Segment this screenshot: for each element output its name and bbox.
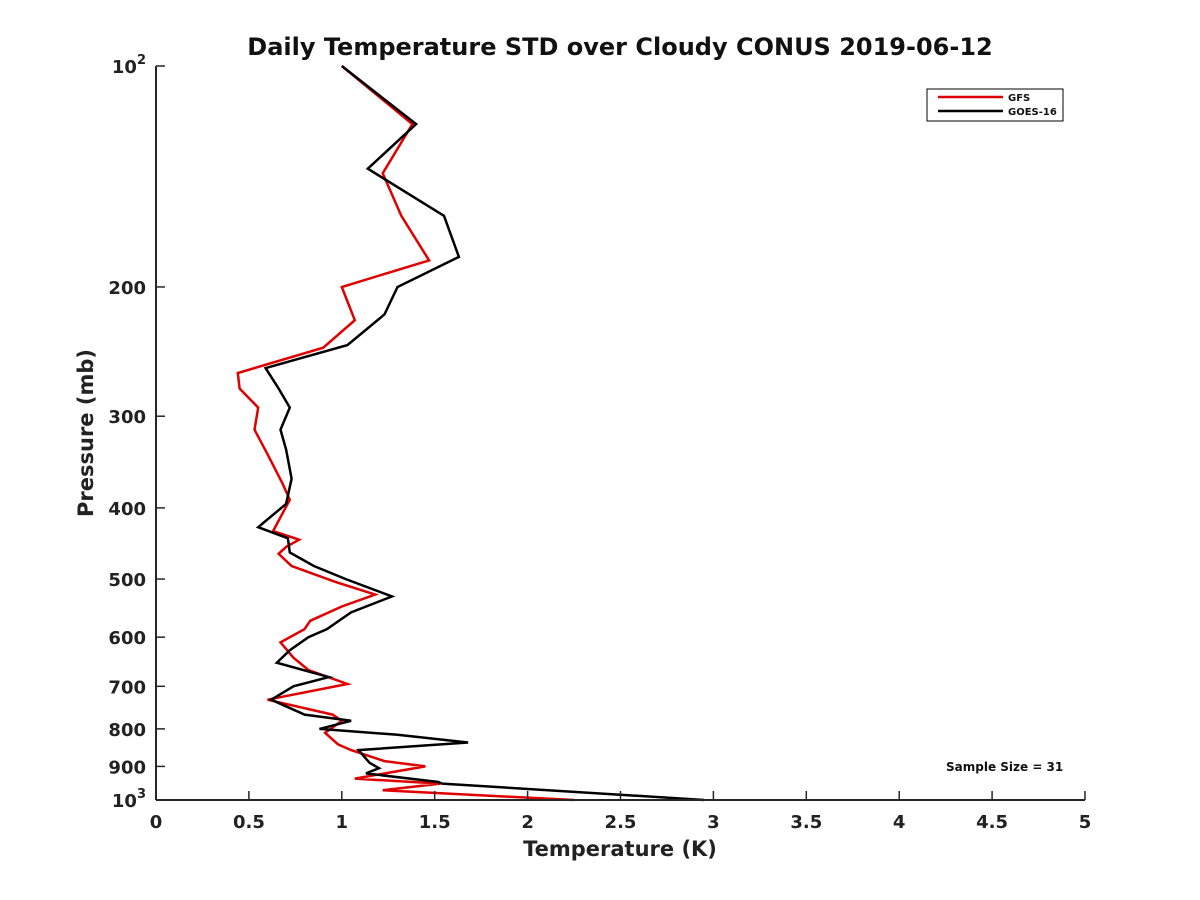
- y-tick-label: 300: [108, 407, 146, 428]
- x-tick-label: 2: [521, 812, 534, 833]
- y-tick-label: 102: [112, 53, 146, 78]
- y-tick-label: 103: [112, 787, 146, 812]
- y-tick-label: 700: [108, 677, 146, 698]
- x-tick-label: 1.5: [419, 812, 451, 833]
- series-layer: [236, 65, 705, 802]
- x-tick-label: 3.5: [790, 812, 822, 833]
- y-axis-label: Pressure (mb): [74, 349, 98, 517]
- x-tick-label: 4.5: [976, 812, 1008, 833]
- x-tick-label: 1: [336, 812, 349, 833]
- x-tick-label: 2.5: [605, 812, 637, 833]
- legend-label-goes16: GOES-16: [1008, 107, 1057, 118]
- y-tick-label: 600: [108, 628, 146, 649]
- legend: GFS GOES-16: [926, 88, 1064, 122]
- x-tick-label: 3: [707, 812, 720, 833]
- series-line-goes16: [255, 65, 705, 802]
- x-tick-label: 0: [150, 812, 163, 833]
- x-tick-label: 5: [1079, 812, 1092, 833]
- y-tick-label: 200: [108, 278, 146, 299]
- sample-size-annotation: Sample Size = 31: [946, 760, 1063, 774]
- x-axis-label: Temperature (K): [523, 837, 717, 861]
- x-tick-label: 4: [893, 812, 906, 833]
- y-tick-label: 800: [108, 720, 146, 741]
- series-line-gfs: [236, 65, 575, 802]
- x-tick-label: 0.5: [233, 812, 265, 833]
- y-axis-ticks: 102 200 300 400 500 600 700 800 900 103: [108, 53, 165, 812]
- y-tick-label: 500: [108, 570, 146, 591]
- y-tick-label: 900: [108, 757, 146, 778]
- y-tick-label: 400: [108, 499, 146, 520]
- chart-title: Daily Temperature STD over Cloudy CONUS …: [247, 33, 992, 61]
- legend-label-gfs: GFS: [1008, 93, 1030, 104]
- legend-box: [926, 88, 1064, 122]
- x-axis-ticks: 0 0.5 1 1.5 2 2.5 3 3.5 4 4.5 5: [150, 791, 1092, 833]
